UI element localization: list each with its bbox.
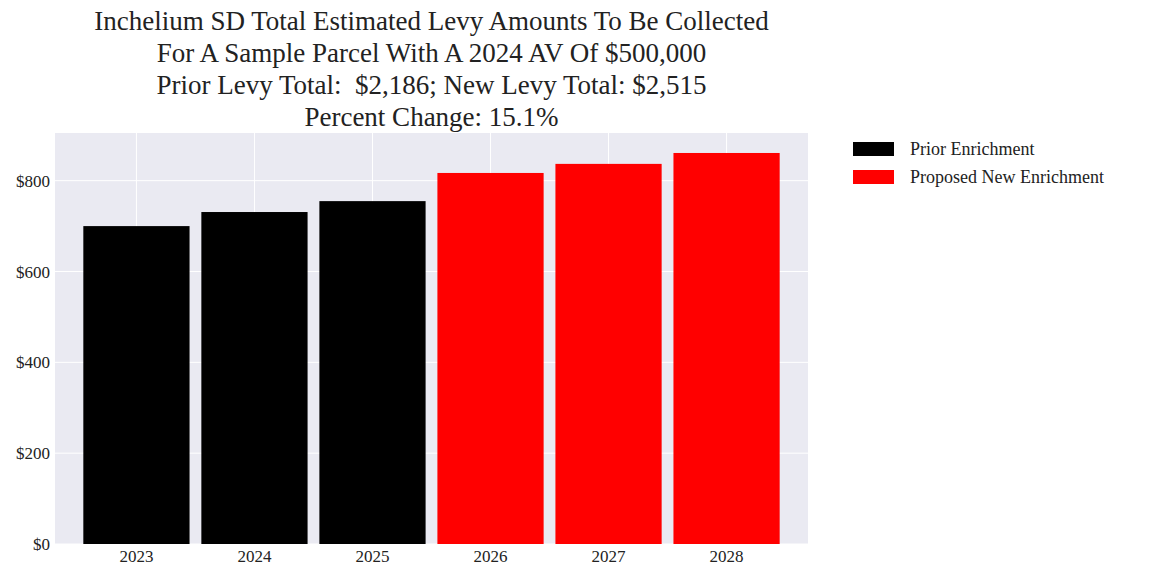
bar (437, 173, 543, 544)
legend-swatch (853, 170, 894, 184)
y-tick-label: $0 (33, 535, 50, 554)
bars (83, 153, 779, 544)
y-tick-label: $800 (16, 172, 50, 191)
title: Percent Change: 15.1% (304, 102, 558, 132)
bar (673, 153, 779, 544)
x-tick-label: 2023 (119, 547, 153, 566)
bar (83, 226, 189, 544)
chart: Inchelium SD Total Estimated Levy Amount… (0, 0, 1152, 576)
bar (201, 212, 307, 544)
bar (319, 201, 425, 544)
x-tick-label: 2027 (592, 547, 627, 566)
title: Inchelium SD Total Estimated Levy Amount… (94, 6, 769, 36)
x-tick-label: 2024 (237, 547, 272, 566)
legend-swatch (853, 142, 894, 156)
legend-label: Prior Enrichment (910, 139, 1034, 159)
x-tick-label: 2025 (355, 547, 389, 566)
x-tick-label: 2026 (474, 547, 508, 566)
legend-label: Proposed New Enrichment (910, 167, 1104, 187)
x-tick-label: 2028 (710, 547, 744, 566)
y-tick-label: $200 (16, 444, 50, 463)
y-tick-label: $400 (16, 353, 50, 372)
bar (555, 164, 661, 544)
y-tick-label: $600 (16, 263, 50, 282)
plot-area (55, 133, 808, 544)
title: Prior Levy Total: $2,186; New Levy Total… (156, 70, 706, 100)
title: For A Sample Parcel With A 2024 AV Of $5… (157, 38, 706, 68)
